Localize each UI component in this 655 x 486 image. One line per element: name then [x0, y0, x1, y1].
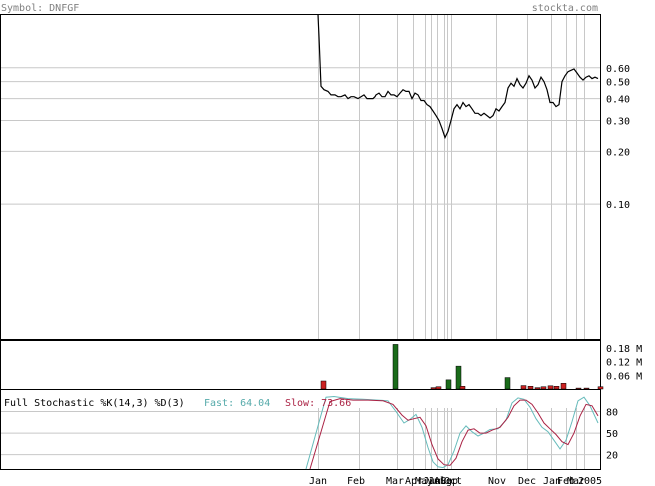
x-tick-label: Nov	[488, 476, 506, 486]
volume-panel: 0.18 M 0.12 M 0.06 M	[0, 340, 642, 390]
stochastic-y-tick-label: 50	[606, 429, 618, 440]
price-line	[317, 14, 599, 140]
volume-y-ticks: 0.18 M 0.12 M 0.06 M	[606, 344, 642, 382]
x-tick-label: Jan	[543, 476, 561, 486]
stochastic-y-ticks: 80 50 20	[606, 408, 618, 462]
volume-y-tick-label: 0.06 M	[606, 371, 642, 382]
volume-bar	[445, 379, 452, 390]
volume-bars	[320, 344, 604, 390]
stochastic-y-tick-label: 80	[606, 408, 618, 419]
slow-label: Slow: 73.66	[285, 398, 351, 409]
stochastic-y-tick-label: 20	[606, 451, 618, 462]
volume-bar	[455, 365, 462, 390]
volume-bar	[575, 387, 582, 390]
x-tick-label: Feb	[347, 476, 365, 486]
price-y-tick-label: 0.50	[606, 78, 630, 89]
volume-bar	[320, 380, 327, 390]
fast-line	[305, 395, 599, 470]
volume-y-tick-label: 0.18 M	[606, 344, 642, 355]
volume-bar	[435, 386, 442, 390]
volume-bar	[520, 385, 527, 390]
site-label: stockta.com	[532, 3, 598, 14]
x-tick-label: Mar	[386, 476, 404, 486]
x-tick-label: Sep	[440, 476, 458, 486]
x-tick-label: Apr	[405, 476, 423, 486]
x-tick-label: Jul	[428, 476, 446, 486]
symbol-label: Symbol: DNFGF	[1, 3, 79, 14]
volume-panel-frame	[0, 340, 601, 390]
volume-bar	[583, 387, 590, 390]
x-tick-label: 2005	[578, 476, 602, 486]
volume-bar	[597, 386, 604, 390]
slow-line	[309, 398, 599, 470]
volume-bar	[392, 344, 399, 390]
price-y-tick-label: 0.20	[606, 147, 630, 158]
price-y-tick-label: 0.40	[606, 95, 630, 106]
x-tick-label: Oct	[444, 476, 462, 486]
fast-label: Fast: 64.04	[204, 398, 270, 409]
volume-bar	[534, 387, 541, 390]
stochastic-panel-frame	[0, 389, 601, 470]
volume-bar	[430, 387, 437, 390]
volume-bar	[527, 386, 534, 390]
price-panel: 0.60 0.50 0.40 0.30 0.20 0.10	[0, 14, 630, 340]
x-tick-label: Mar	[567, 476, 585, 486]
x-tick-label: Feb	[557, 476, 575, 486]
x-tick-label: Aug	[434, 476, 452, 486]
volume-bar	[553, 386, 560, 390]
stochastic-title: Full Stochastic %K(14,3) %D(3)	[4, 398, 185, 409]
volume-bar	[560, 383, 567, 390]
price-y-ticks: 0.60 0.50 0.40 0.30 0.20 0.10	[606, 64, 630, 211]
x-tick-label: May	[415, 476, 433, 486]
price-gridlines	[1, 15, 600, 339]
price-y-tick-label: 0.10	[606, 200, 630, 211]
x-tick-label: Dec	[518, 476, 536, 486]
volume-bar	[459, 386, 466, 390]
price-y-tick-label: 0.60	[606, 64, 630, 75]
volume-bar	[547, 385, 554, 390]
x-tick-label: Jan	[309, 476, 327, 486]
price-y-tick-label: 0.30	[606, 117, 630, 128]
stochastic-gridlines	[1, 408, 600, 469]
volume-y-tick-label: 0.12 M	[606, 358, 642, 369]
price-panel-frame	[0, 14, 601, 340]
volume-bar	[504, 377, 511, 390]
x-tick-label: Jun	[423, 476, 441, 486]
volume-bar	[540, 386, 547, 390]
stochastic-panel: 80 50 20 Full Stochastic %K(14,3) %D(3) Fa…	[0, 389, 618, 470]
